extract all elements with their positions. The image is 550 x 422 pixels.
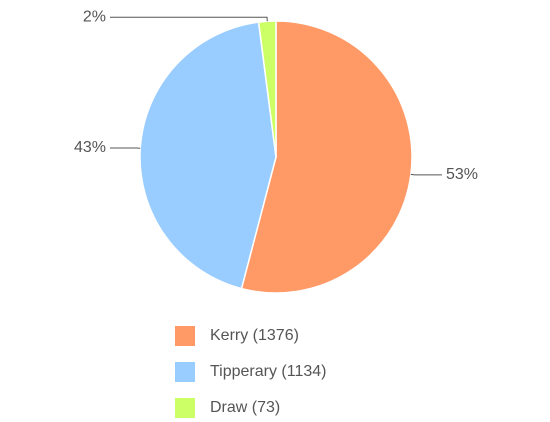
data-label: 53% xyxy=(446,166,478,183)
legend-swatch xyxy=(175,326,195,346)
legend-label: Tipperary (1134) xyxy=(210,363,327,380)
pie-slice xyxy=(139,21,277,290)
legend-label: Draw (73) xyxy=(210,399,280,416)
legend-label: Kerry (1376) xyxy=(210,327,299,344)
legend-swatch xyxy=(175,362,195,382)
pie-slice xyxy=(257,20,277,158)
leader-line xyxy=(110,16,268,22)
leader-line xyxy=(410,173,442,176)
legend-swatch xyxy=(175,398,195,418)
data-label: 2% xyxy=(83,9,106,26)
data-label: 43% xyxy=(74,139,106,156)
